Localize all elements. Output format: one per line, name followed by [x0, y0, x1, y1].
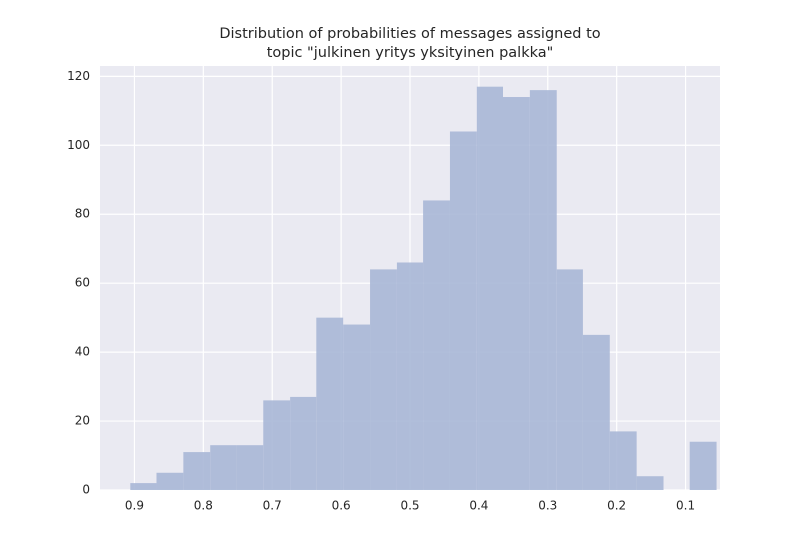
bar — [476, 86, 503, 491]
bar — [423, 200, 450, 490]
x-tick-label: 0.4 — [469, 499, 488, 513]
x-tick-label: 0.8 — [194, 499, 213, 513]
bar — [689, 441, 717, 490]
bar — [503, 97, 530, 491]
y-tick-label: 20 — [75, 414, 90, 428]
bar — [343, 324, 371, 490]
bar — [210, 445, 237, 490]
y-tick-label: 0 — [82, 483, 90, 497]
bar — [316, 317, 344, 490]
bar — [636, 476, 664, 490]
bar — [130, 483, 157, 490]
x-tick-label: 0.3 — [538, 499, 557, 513]
bar — [582, 334, 610, 490]
bar — [449, 131, 477, 490]
bar — [529, 90, 557, 491]
bar — [556, 269, 583, 490]
x-tick-label: 0.7 — [263, 499, 282, 513]
bar — [609, 431, 637, 490]
bar — [156, 472, 184, 490]
y-tick-label: 40 — [75, 345, 90, 359]
bar — [290, 396, 317, 490]
x-tick-label: 0.1 — [676, 499, 695, 513]
x-tick-label: 0.9 — [125, 499, 144, 513]
chart-title: Distribution of probabilities of message… — [219, 26, 600, 42]
x-tick-label: 0.6 — [332, 499, 351, 513]
chart-title: topic "julkinen yritys yksityinen palkka… — [267, 45, 554, 61]
x-tick-label: 0.2 — [607, 499, 626, 513]
bar — [236, 445, 264, 490]
y-tick-label: 80 — [75, 207, 90, 221]
bar — [370, 269, 397, 490]
y-tick-label: 120 — [67, 69, 90, 83]
bar — [396, 262, 424, 490]
x-tick-label: 0.5 — [400, 499, 419, 513]
bar — [263, 400, 291, 490]
bar — [183, 452, 211, 490]
y-tick-label: 100 — [67, 138, 90, 152]
y-tick-label: 60 — [75, 276, 90, 290]
